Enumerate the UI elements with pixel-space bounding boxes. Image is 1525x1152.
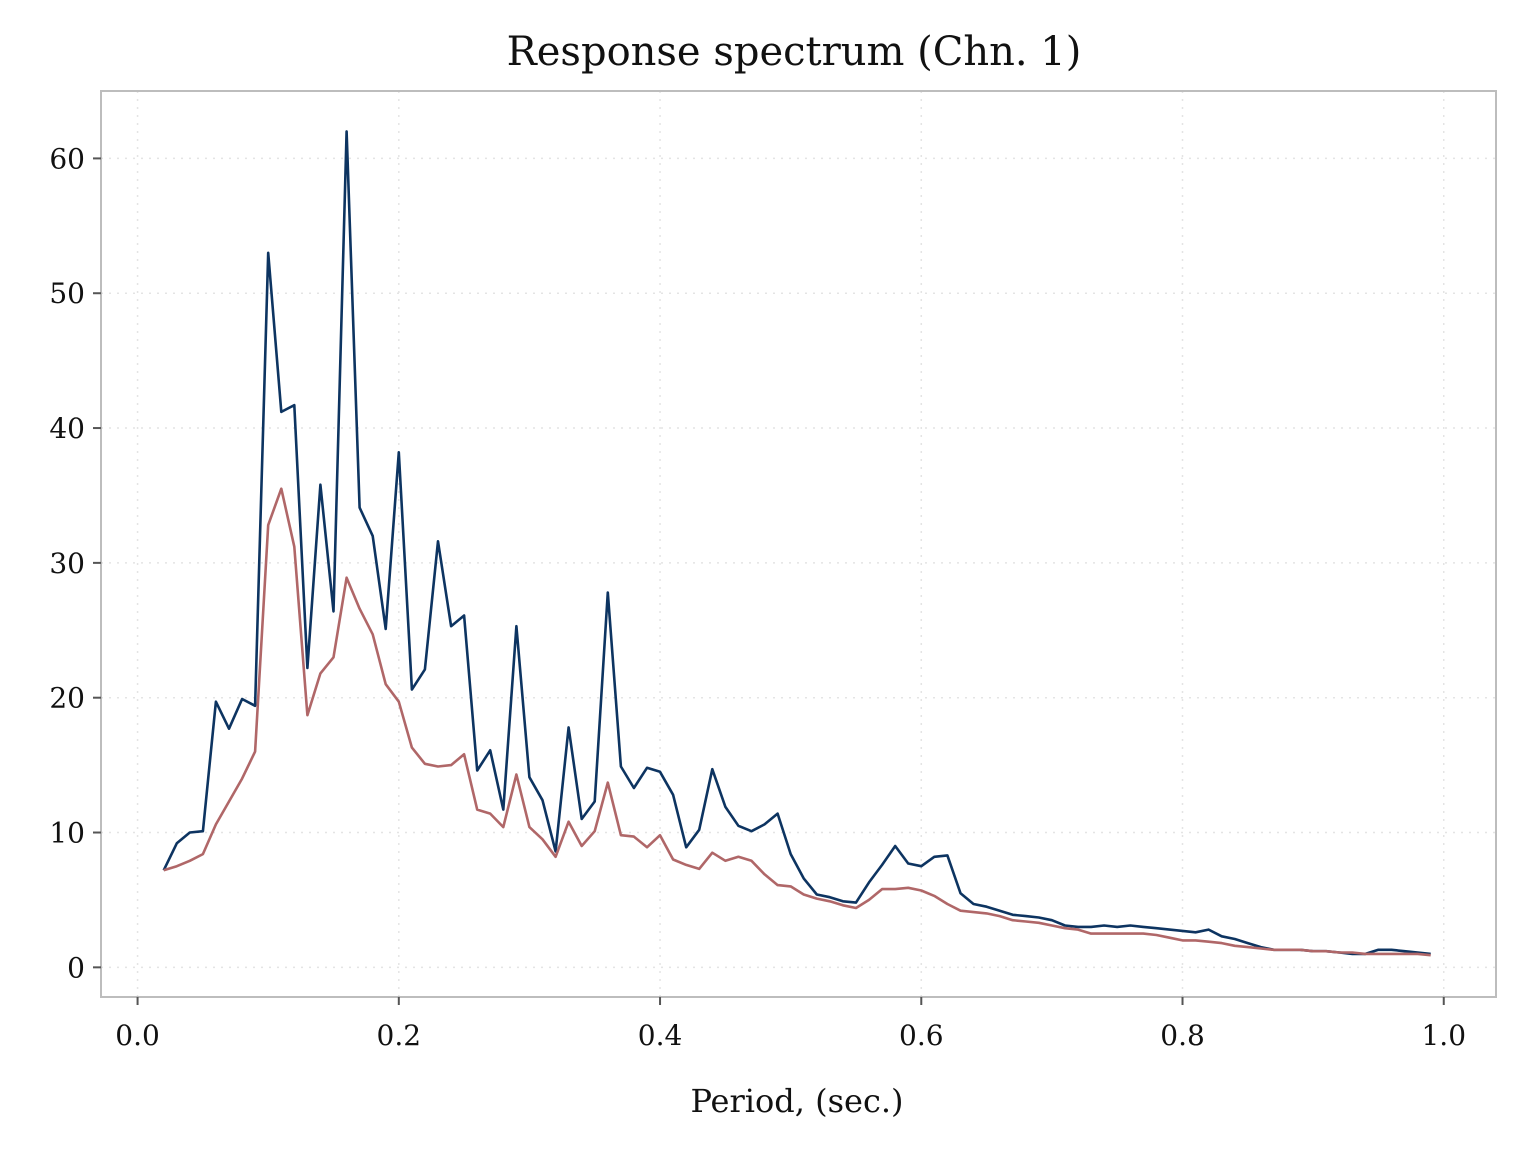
x-tick-label: 0.4 [638, 1019, 683, 1052]
x-tick-label: 0.2 [377, 1019, 422, 1052]
series-line-2 [163, 487, 1431, 957]
x-tick-label: 0.6 [899, 1019, 944, 1052]
x-axis-ticks: 0.0 0.2 0.4 0.6 0.8 1.0 [115, 997, 1466, 1052]
y-tick-label: 40 [49, 412, 85, 445]
x-tick-label: 1.0 [1421, 1019, 1466, 1052]
grid-lines [101, 91, 1496, 997]
y-tick-label: 10 [49, 817, 85, 850]
y-tick-label: 50 [49, 277, 85, 310]
y-tick-label: 20 [49, 682, 85, 715]
y-tick-label: 60 [49, 142, 85, 175]
y-tick-label: 0 [67, 951, 85, 984]
series-line-1 [162, 130, 1431, 956]
series-lines [162, 130, 1431, 957]
y-axis-ticks: 0 10 20 30 40 50 60 [49, 142, 101, 984]
x-tick-label: 0.8 [1160, 1019, 1205, 1052]
x-tick-label: 0.0 [115, 1019, 160, 1052]
y-tick-label: 30 [49, 547, 85, 580]
x-axis-label: Period, (sec.) [690, 1082, 903, 1120]
chart-title: Response spectrum (Chn. 1) [507, 29, 1082, 75]
plot-frame [100, 90, 1497, 998]
